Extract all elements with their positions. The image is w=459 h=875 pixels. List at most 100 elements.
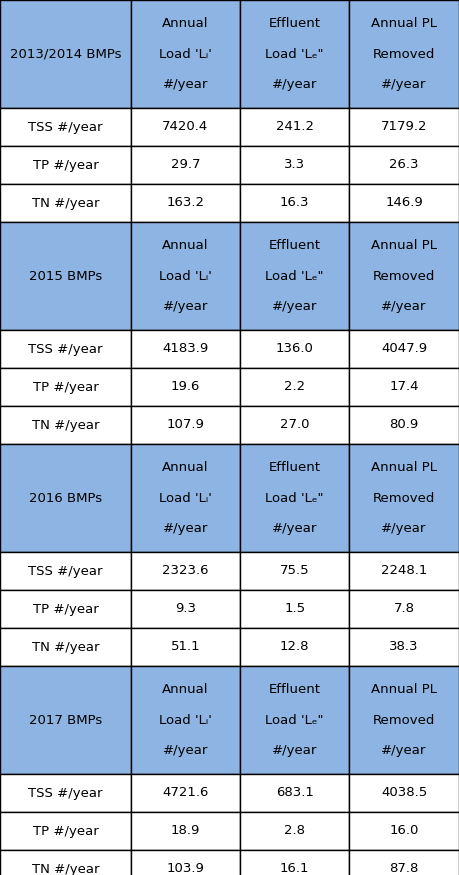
Text: TSS #/year: TSS #/year [28, 564, 103, 578]
Text: #/year: #/year [163, 300, 208, 312]
Text: #/year: #/year [381, 744, 427, 757]
Text: Load 'Lᵢ': Load 'Lᵢ' [159, 270, 212, 283]
Text: #/year: #/year [272, 300, 317, 312]
Text: Annual: Annual [162, 461, 209, 474]
Bar [349, 184, 459, 222]
Bar [349, 0, 459, 108]
Bar [0, 812, 131, 850]
Text: 18.9: 18.9 [171, 824, 200, 837]
Text: Load 'Lᵢ': Load 'Lᵢ' [159, 47, 212, 60]
Bar [0, 0, 131, 108]
Text: 241.2: 241.2 [276, 121, 313, 134]
Text: 7420.4: 7420.4 [162, 121, 208, 134]
Text: TN #/year: TN #/year [32, 640, 99, 654]
Text: 26.3: 26.3 [389, 158, 419, 172]
Text: 7179.2: 7179.2 [381, 121, 427, 134]
Bar [349, 628, 459, 666]
Text: #/year: #/year [381, 522, 427, 535]
Text: Effluent: Effluent [269, 239, 321, 252]
Text: 4721.6: 4721.6 [162, 787, 209, 800]
Text: 3.3: 3.3 [284, 158, 305, 172]
Bar [240, 552, 349, 590]
Bar [131, 146, 240, 184]
Bar [131, 552, 240, 590]
Text: 4047.9: 4047.9 [381, 342, 427, 355]
Bar [349, 368, 459, 406]
Bar [131, 0, 240, 108]
Text: 16.3: 16.3 [280, 197, 309, 209]
Text: Effluent: Effluent [269, 461, 321, 474]
Bar [240, 850, 349, 875]
Text: 4183.9: 4183.9 [162, 342, 208, 355]
Text: 2017 BMPs: 2017 BMPs [29, 713, 102, 726]
Text: #/year: #/year [272, 522, 317, 535]
Text: 2248.1: 2248.1 [381, 564, 427, 578]
Bar [349, 330, 459, 368]
Bar [349, 108, 459, 146]
Text: #/year: #/year [381, 300, 427, 312]
Bar [0, 774, 131, 812]
Bar [349, 146, 459, 184]
Text: 38.3: 38.3 [389, 640, 419, 654]
Text: 51.1: 51.1 [171, 640, 200, 654]
Text: 16.1: 16.1 [280, 863, 309, 875]
Bar [0, 368, 131, 406]
Text: 7.8: 7.8 [394, 603, 414, 615]
Text: 75.5: 75.5 [280, 564, 309, 578]
Text: Removed: Removed [373, 270, 435, 283]
Text: Removed: Removed [373, 492, 435, 505]
Bar [0, 330, 131, 368]
Bar [349, 590, 459, 628]
Bar [240, 368, 349, 406]
Text: TP #/year: TP #/year [33, 158, 98, 172]
Bar [131, 444, 240, 552]
Text: Annual: Annual [162, 683, 209, 696]
Text: 80.9: 80.9 [390, 418, 419, 431]
Text: 2.8: 2.8 [284, 824, 305, 837]
Text: 19.6: 19.6 [171, 381, 200, 394]
Text: Load 'Lᵢ': Load 'Lᵢ' [159, 713, 212, 726]
Bar [240, 812, 349, 850]
Text: Removed: Removed [373, 47, 435, 60]
Text: 87.8: 87.8 [390, 863, 419, 875]
Bar [0, 146, 131, 184]
Text: Load 'Lᵢ': Load 'Lᵢ' [159, 492, 212, 505]
Text: 9.3: 9.3 [175, 603, 196, 615]
Text: TP #/year: TP #/year [33, 824, 98, 837]
Text: TN #/year: TN #/year [32, 863, 99, 875]
Text: TSS #/year: TSS #/year [28, 787, 103, 800]
Text: 146.9: 146.9 [385, 197, 423, 209]
Text: 163.2: 163.2 [167, 197, 204, 209]
Text: TSS #/year: TSS #/year [28, 121, 103, 134]
Text: TN #/year: TN #/year [32, 197, 99, 209]
Text: Load 'Lₑ": Load 'Lₑ" [265, 492, 324, 505]
Bar [349, 850, 459, 875]
Text: 2015 BMPs: 2015 BMPs [29, 270, 102, 283]
Bar [349, 222, 459, 330]
Bar [0, 108, 131, 146]
Text: Annual PL: Annual PL [371, 683, 437, 696]
Text: TP #/year: TP #/year [33, 603, 98, 615]
Bar [349, 812, 459, 850]
Bar [349, 666, 459, 774]
Bar [131, 850, 240, 875]
Text: #/year: #/year [381, 78, 427, 91]
Bar [349, 552, 459, 590]
Bar [240, 0, 349, 108]
Bar [240, 628, 349, 666]
Bar [349, 444, 459, 552]
Bar [0, 444, 131, 552]
Bar [240, 184, 349, 222]
Bar [131, 812, 240, 850]
Bar [240, 444, 349, 552]
Text: 103.9: 103.9 [167, 863, 204, 875]
Bar [240, 590, 349, 628]
Text: 29.7: 29.7 [171, 158, 200, 172]
Text: TP #/year: TP #/year [33, 381, 98, 394]
Bar [240, 406, 349, 444]
Bar [0, 666, 131, 774]
Bar [131, 774, 240, 812]
Bar [0, 552, 131, 590]
Bar [349, 774, 459, 812]
Text: Annual: Annual [162, 239, 209, 252]
